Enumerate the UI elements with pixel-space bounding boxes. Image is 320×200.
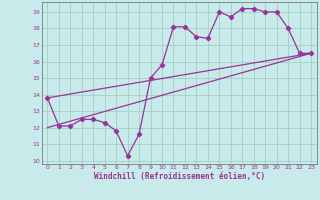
X-axis label: Windchill (Refroidissement éolien,°C): Windchill (Refroidissement éolien,°C) (94, 172, 265, 181)
